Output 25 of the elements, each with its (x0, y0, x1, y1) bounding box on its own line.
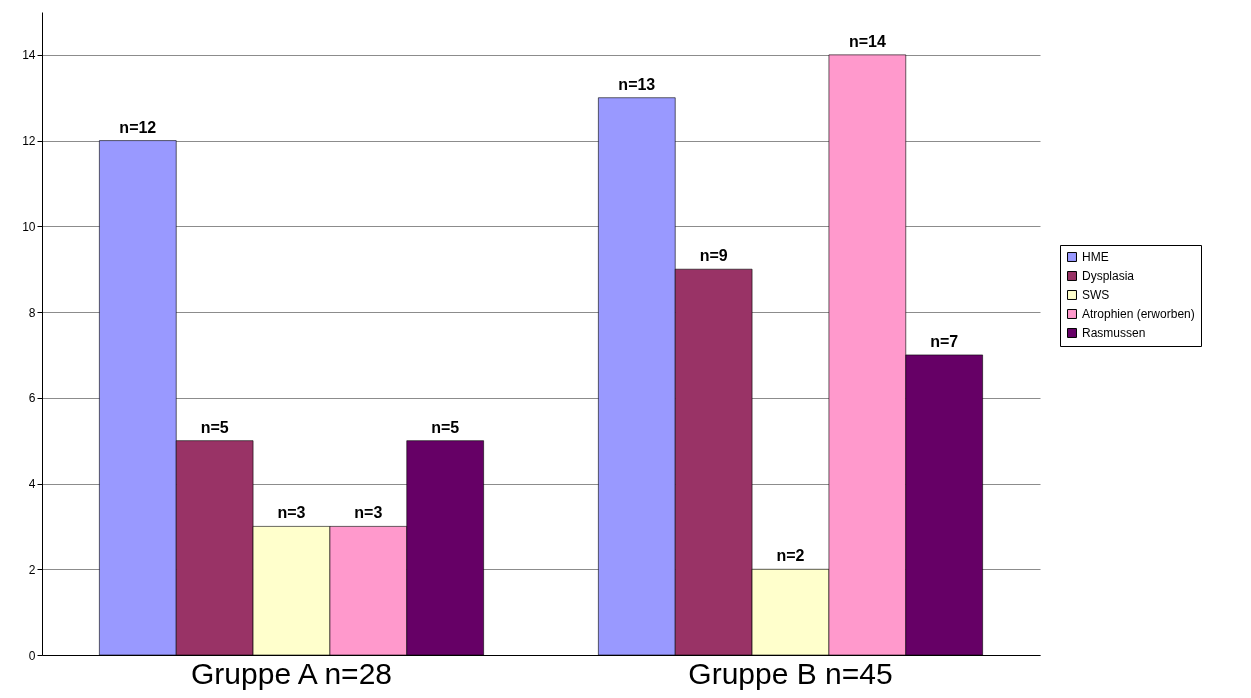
data-label: n=7 (930, 332, 959, 350)
data-label: n=3 (277, 504, 306, 522)
data-label: n=2 (776, 547, 805, 565)
y-tick-label: 14 (22, 48, 36, 63)
legend-label: Atrophien (erworben) (1082, 307, 1195, 321)
legend-label: SWS (1082, 288, 1110, 302)
legend-label: Dysplasia (1082, 269, 1135, 283)
y-tick-label: 2 (28, 562, 36, 577)
data-label: n=14 (848, 32, 886, 50)
data-label: n=5 (200, 418, 229, 436)
x-tick-label: Gruppe B n=45 (688, 656, 893, 690)
data-label: n=3 (354, 504, 383, 522)
x-tick-label: Gruppe A n=28 (190, 656, 393, 690)
data-label: n=5 (431, 418, 460, 436)
y-tick-label: 0 (28, 648, 36, 663)
legend-label: HME (1082, 250, 1109, 264)
legend-label: Rasmussen (1082, 326, 1146, 340)
data-label: n=12 (119, 118, 157, 136)
data-label: n=9 (699, 247, 728, 265)
y-tick-label: 12 (22, 134, 36, 149)
y-tick-label: 8 (28, 305, 36, 320)
y-tick-label: 10 (22, 219, 36, 234)
y-tick-label: 6 (28, 391, 36, 406)
y-tick-label: 4 (28, 477, 36, 492)
data-label: n=13 (618, 75, 656, 93)
